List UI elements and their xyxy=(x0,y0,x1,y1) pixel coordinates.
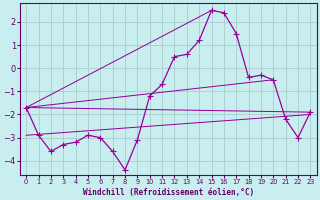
X-axis label: Windchill (Refroidissement éolien,°C): Windchill (Refroidissement éolien,°C) xyxy=(83,188,254,197)
